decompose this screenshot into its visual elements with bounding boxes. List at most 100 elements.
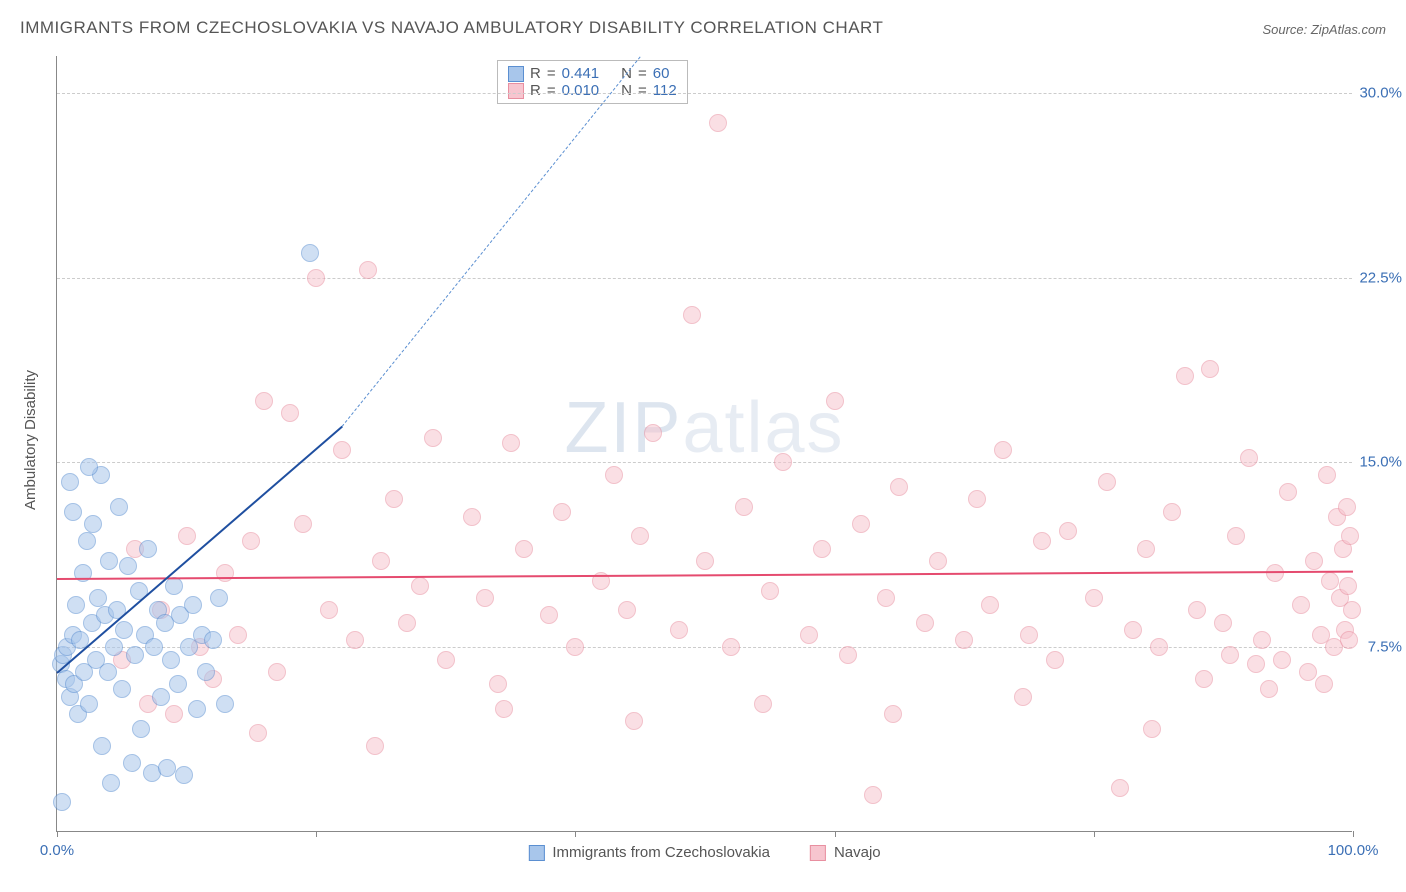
scatter-point-navajo: [366, 737, 384, 755]
stats-box: R = 0.441 N = 60 R = 0.010 N = 112: [497, 60, 688, 104]
stat-eq: =: [547, 65, 556, 82]
scatter-point-navajo: [398, 614, 416, 632]
scatter-point-navajo: [242, 532, 260, 550]
scatter-point-czech: [119, 557, 137, 575]
stat-eq: =: [638, 82, 647, 99]
scatter-point-czech: [210, 589, 228, 607]
scatter-point-czech: [152, 688, 170, 706]
scatter-point-czech: [216, 695, 234, 713]
scatter-point-navajo: [268, 663, 286, 681]
legend-item-navajo: Navajo: [810, 844, 881, 861]
xtick: [835, 831, 836, 837]
scatter-point-navajo: [813, 540, 831, 558]
scatter-point-czech: [110, 498, 128, 516]
scatter-point-czech: [89, 589, 107, 607]
scatter-point-navajo: [1260, 680, 1278, 698]
scatter-point-navajo: [1150, 638, 1168, 656]
scatter-point-navajo: [1020, 626, 1038, 644]
scatter-point-navajo: [670, 621, 688, 639]
xtick: [575, 831, 576, 837]
scatter-point-navajo: [625, 712, 643, 730]
stat-eq: =: [638, 65, 647, 82]
scatter-point-czech: [100, 552, 118, 570]
scatter-point-navajo: [890, 478, 908, 496]
scatter-point-navajo: [1176, 367, 1194, 385]
scatter-point-navajo: [553, 503, 571, 521]
scatter-point-navajo: [774, 453, 792, 471]
scatter-point-navajo: [1201, 360, 1219, 378]
scatter-point-czech: [99, 663, 117, 681]
scatter-point-navajo: [709, 114, 727, 132]
scatter-point-navajo: [372, 552, 390, 570]
scatter-point-navajo: [1318, 466, 1336, 484]
scatter-point-czech: [204, 631, 222, 649]
ytick-label: 15.0%: [1359, 454, 1402, 471]
stat-label: R: [530, 82, 541, 99]
scatter-point-navajo: [1137, 540, 1155, 558]
scatter-point-navajo: [1221, 646, 1239, 664]
scatter-point-navajo: [800, 626, 818, 644]
scatter-point-navajo: [1247, 655, 1265, 673]
scatter-point-navajo: [178, 527, 196, 545]
scatter-point-navajo: [916, 614, 934, 632]
stats-row-czech: R = 0.441 N = 60: [508, 65, 677, 82]
scatter-point-navajo: [981, 596, 999, 614]
scatter-point-czech: [113, 680, 131, 698]
scatter-point-navajo: [424, 429, 442, 447]
scatter-point-navajo: [839, 646, 857, 664]
scatter-point-navajo: [320, 601, 338, 619]
scatter-point-navajo: [1143, 720, 1161, 738]
swatch-czech: [528, 845, 544, 861]
scatter-point-navajo: [359, 261, 377, 279]
scatter-point-navajo: [864, 786, 882, 804]
scatter-point-navajo: [333, 441, 351, 459]
scatter-point-czech: [301, 244, 319, 262]
scatter-point-navajo: [1046, 651, 1064, 669]
scatter-point-navajo: [1059, 522, 1077, 540]
scatter-point-navajo: [1321, 572, 1339, 590]
legend-label: Immigrants from Czechoslovakia: [552, 844, 770, 861]
trend-line-dashed: [342, 56, 641, 426]
scatter-point-navajo: [884, 705, 902, 723]
scatter-point-navajo: [515, 540, 533, 558]
scatter-point-navajo: [1033, 532, 1051, 550]
scatter-point-czech: [188, 700, 206, 718]
scatter-point-navajo: [1343, 601, 1361, 619]
scatter-point-navajo: [1273, 651, 1291, 669]
scatter-point-navajo: [735, 498, 753, 516]
scatter-point-czech: [80, 695, 98, 713]
scatter-point-czech: [126, 646, 144, 664]
scatter-point-navajo: [929, 552, 947, 570]
scatter-point-czech: [158, 759, 176, 777]
scatter-point-czech: [93, 737, 111, 755]
scatter-point-navajo: [1292, 596, 1310, 614]
scatter-point-navajo: [1253, 631, 1271, 649]
scatter-point-navajo: [1098, 473, 1116, 491]
stat-n-navajo: 112: [653, 82, 677, 99]
scatter-point-navajo: [852, 515, 870, 533]
stats-row-navajo: R = 0.010 N = 112: [508, 82, 677, 99]
stat-label: R: [530, 65, 541, 82]
scatter-point-navajo: [1214, 614, 1232, 632]
scatter-point-navajo: [1299, 663, 1317, 681]
swatch-czech: [508, 66, 524, 82]
xtick-label: 100.0%: [1328, 842, 1379, 859]
scatter-point-czech: [162, 651, 180, 669]
swatch-navajo: [508, 83, 524, 99]
scatter-point-navajo: [411, 577, 429, 595]
ytick-label: 30.0%: [1359, 84, 1402, 101]
scatter-point-navajo: [165, 705, 183, 723]
legend-label: Navajo: [834, 844, 881, 861]
scatter-point-navajo: [437, 651, 455, 669]
scatter-point-navajo: [1338, 498, 1356, 516]
scatter-point-navajo: [1315, 675, 1333, 693]
scatter-point-czech: [145, 638, 163, 656]
swatch-navajo: [810, 845, 826, 861]
scatter-point-navajo: [1240, 449, 1258, 467]
scatter-point-navajo: [1279, 483, 1297, 501]
scatter-point-navajo: [1340, 631, 1358, 649]
scatter-point-navajo: [826, 392, 844, 410]
scatter-point-navajo: [1195, 670, 1213, 688]
trend-line: [57, 571, 1353, 580]
xtick: [57, 831, 58, 837]
